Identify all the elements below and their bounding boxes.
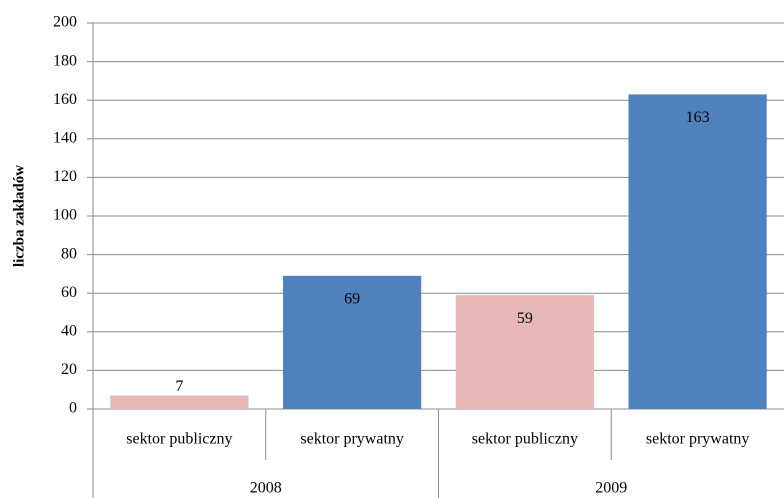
y-axis-label: liczba zakładów	[11, 165, 27, 267]
data-label: 59	[517, 310, 533, 327]
y-tick-label: 20	[61, 361, 77, 378]
y-tick-label: 140	[53, 129, 77, 146]
bar	[628, 94, 767, 409]
data-label: 7	[175, 378, 183, 395]
x-tick-label: sektor prywatny	[300, 431, 404, 448]
y-tick-label: 120	[53, 168, 77, 185]
x-tick-label: sektor publiczny	[126, 431, 232, 448]
x-tick-label: sektor prywatny	[646, 431, 750, 448]
x-tick-label: sektor publiczny	[472, 431, 578, 448]
bar	[110, 395, 249, 409]
bar	[455, 295, 594, 409]
y-tick-label: 80	[61, 245, 77, 262]
y-tick-label: 180	[53, 52, 77, 69]
data-label: 69	[344, 291, 360, 308]
group-label: 2008	[250, 480, 282, 497]
y-tick-label: 160	[53, 91, 77, 108]
y-tick-label: 40	[61, 322, 77, 339]
y-tick-label: 100	[53, 207, 77, 224]
group-label: 2009	[595, 480, 627, 497]
data-label: 163	[686, 109, 710, 126]
y-tick-label: 60	[61, 284, 77, 301]
bar	[283, 275, 422, 409]
y-tick-label: 0	[69, 400, 77, 417]
y-tick-label: 200	[53, 14, 77, 31]
